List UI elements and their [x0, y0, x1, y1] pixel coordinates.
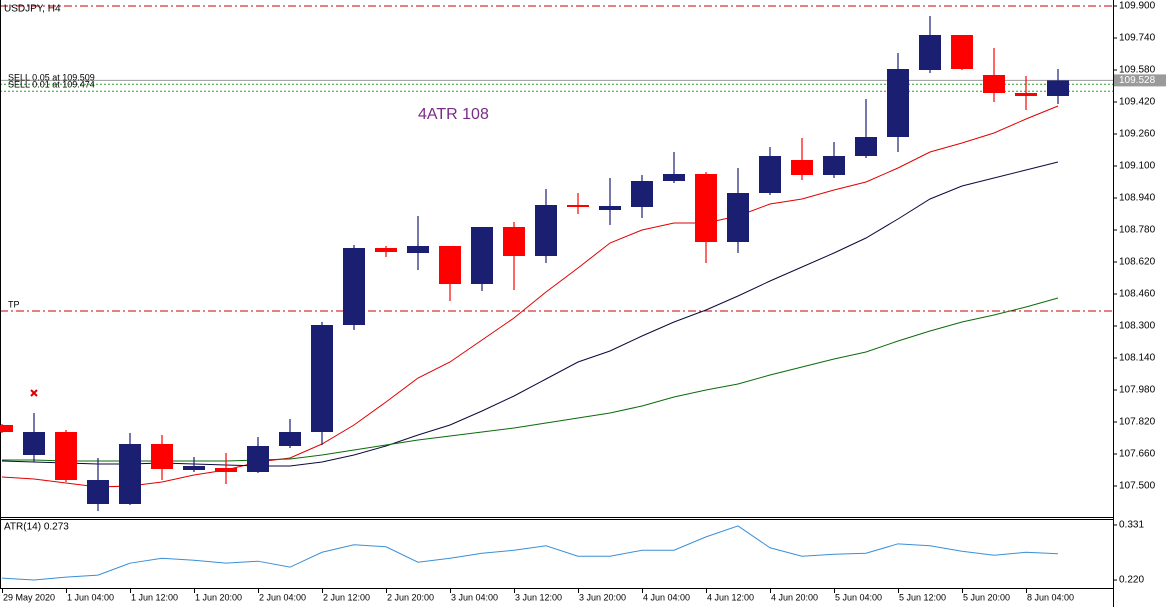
indicator-line — [1, 525, 1059, 581]
bid-label: 109.528 — [1119, 75, 1156, 86]
y-tick-label: 108.140 — [1119, 353, 1156, 364]
x-tick-label: 5 Jun 12:00 — [899, 592, 946, 602]
y-tick-label: 107.500 — [1119, 481, 1156, 492]
candle-body — [151, 444, 173, 469]
y-tick-label: 108.300 — [1119, 321, 1156, 332]
candle-body — [311, 325, 333, 432]
candle-body — [247, 446, 269, 472]
candle-body — [663, 174, 685, 181]
candle-body — [183, 466, 205, 470]
candle-body — [119, 444, 141, 504]
candle-body — [951, 35, 973, 69]
chart-title: USDJPY, H4 — [4, 4, 61, 15]
candle-body — [1047, 80, 1069, 96]
level-label: SELL 0.01 at 109.474 — [8, 80, 95, 90]
x-tick-label: 3 Jun 12:00 — [515, 592, 562, 602]
candle-body — [343, 248, 365, 325]
annotation: 4ATR 108 — [418, 106, 489, 123]
candle-body — [503, 227, 525, 256]
candle-body — [887, 69, 909, 137]
x-tick-label: 29 May 2020 — [3, 592, 55, 602]
candle-body — [0, 425, 13, 432]
candle-body — [471, 227, 493, 284]
y-tick-label: 0.220 — [1119, 575, 1144, 586]
y-tick-label: 108.460 — [1119, 289, 1156, 300]
y-tick-label: 107.980 — [1119, 385, 1156, 396]
y-tick-label: 109.580 — [1119, 65, 1156, 76]
x-tick-label: 3 Jun 20:00 — [579, 592, 626, 602]
candle-body — [55, 432, 77, 480]
candle-body — [759, 156, 781, 193]
x-tick-label: 2 Jun 20:00 — [387, 592, 434, 602]
x-tick-label: 4 Jun 20:00 — [771, 592, 818, 602]
level-label: SELL 0.05 at 109.509 — [8, 73, 95, 83]
moving-average — [1, 105, 1059, 488]
y-tick-label: 109.420 — [1119, 97, 1156, 108]
candle-body — [727, 193, 749, 242]
moving-average — [2, 297, 1059, 462]
candle-body — [439, 246, 461, 284]
y-tick-label: 107.820 — [1119, 417, 1156, 428]
x-tick-label: 5 Jun 20:00 — [963, 592, 1010, 602]
x-tick-label: 8 Jun 04:00 — [1027, 592, 1074, 602]
candle-body — [631, 181, 653, 207]
candle-body — [919, 35, 941, 70]
y-tick-label: 109.100 — [1119, 161, 1156, 172]
candle-body — [695, 174, 717, 242]
candle-body — [535, 205, 557, 256]
x-tick-label: 4 Jun 12:00 — [707, 592, 754, 602]
y-tick-label: 0.331 — [1119, 520, 1144, 531]
level-label: TP — [8, 299, 20, 309]
candle-body — [23, 432, 45, 455]
candle-body — [855, 137, 877, 156]
moving-average — [1, 161, 1059, 467]
trade-marker — [30, 389, 38, 397]
plot-area — [0, 5, 1113, 312]
bid-label-box — [1114, 74, 1166, 87]
y-tick-label: 109.740 — [1119, 33, 1156, 44]
candle-body — [375, 248, 397, 252]
y-tick-label: 108.940 — [1119, 193, 1156, 204]
indicator-title: ATR(14) 0.273 — [4, 522, 69, 533]
x-tick-label: 2 Jun 12:00 — [323, 592, 370, 602]
candle-body — [279, 432, 301, 446]
candle-body — [1015, 93, 1037, 96]
x-tick-label: 1 Jun 20:00 — [195, 592, 242, 602]
y-tick-label: 108.620 — [1119, 257, 1156, 268]
x-tick-label: 1 Jun 12:00 — [131, 592, 178, 602]
x-tick-label: 3 Jun 04:00 — [451, 592, 498, 602]
candle-body — [215, 468, 237, 472]
candle-body — [87, 480, 109, 504]
y-tick-label: 108.780 — [1119, 225, 1156, 236]
candle-body — [823, 156, 845, 175]
candle-body — [567, 205, 589, 207]
y-tick-label: 107.660 — [1119, 449, 1156, 460]
y-tick-label: 109.900 — [1119, 1, 1156, 12]
candle-body — [983, 75, 1005, 93]
candle-body — [599, 206, 621, 210]
x-tick-label: 4 Jun 04:00 — [643, 592, 690, 602]
candle-body — [791, 160, 813, 175]
y-tick-label: 109.260 — [1119, 129, 1156, 140]
candle-body — [407, 246, 429, 253]
x-tick-label: 2 Jun 04:00 — [259, 592, 306, 602]
x-tick-label: 5 Jun 04:00 — [835, 592, 882, 602]
x-tick-label: 1 Jun 04:00 — [67, 592, 114, 602]
